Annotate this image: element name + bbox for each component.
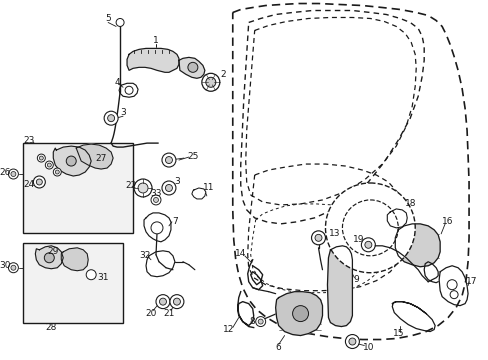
Text: 7: 7 [172, 217, 178, 226]
Text: 31: 31 [97, 273, 109, 282]
Circle shape [8, 263, 19, 273]
Circle shape [342, 200, 397, 256]
Circle shape [153, 197, 158, 202]
Circle shape [8, 169, 19, 179]
Circle shape [159, 298, 166, 305]
Circle shape [156, 294, 170, 309]
Text: 3: 3 [120, 108, 126, 117]
Text: 5: 5 [105, 14, 111, 23]
Text: 3: 3 [174, 177, 180, 186]
Circle shape [165, 184, 172, 192]
Circle shape [151, 222, 163, 234]
Circle shape [138, 183, 148, 193]
Circle shape [37, 154, 45, 162]
Circle shape [104, 111, 118, 125]
Text: 13: 13 [328, 229, 340, 238]
Text: 6: 6 [275, 343, 281, 352]
Text: 19: 19 [352, 235, 364, 244]
Circle shape [205, 77, 215, 87]
Circle shape [173, 298, 180, 305]
Text: 27: 27 [95, 154, 106, 163]
Bar [23, 243, 123, 323]
Circle shape [134, 179, 152, 197]
Circle shape [45, 161, 53, 169]
Circle shape [165, 157, 172, 163]
Circle shape [311, 231, 325, 245]
Circle shape [107, 115, 114, 122]
Text: 22: 22 [125, 181, 137, 190]
Circle shape [446, 280, 456, 290]
Text: 25: 25 [187, 152, 198, 161]
Circle shape [55, 170, 59, 174]
Circle shape [44, 253, 54, 263]
Circle shape [39, 156, 43, 160]
Circle shape [258, 319, 263, 324]
Text: 16: 16 [442, 217, 453, 226]
Circle shape [187, 62, 198, 72]
Text: 21: 21 [163, 309, 174, 318]
Text: 10: 10 [362, 343, 373, 352]
Polygon shape [386, 209, 407, 228]
Circle shape [314, 234, 321, 241]
Text: 33: 33 [150, 189, 162, 198]
Circle shape [345, 334, 359, 348]
Circle shape [162, 153, 176, 167]
Text: 17: 17 [466, 277, 477, 286]
Circle shape [292, 306, 308, 321]
Text: 1: 1 [153, 36, 159, 45]
Text: 28: 28 [45, 323, 57, 332]
Text: 18: 18 [404, 199, 415, 208]
Circle shape [151, 195, 161, 205]
Circle shape [255, 316, 265, 327]
Circle shape [86, 270, 96, 280]
Circle shape [11, 265, 16, 270]
Polygon shape [76, 144, 113, 169]
Circle shape [53, 168, 61, 176]
Polygon shape [394, 224, 439, 267]
Circle shape [116, 18, 124, 26]
Bar [23, 143, 133, 233]
Circle shape [170, 294, 183, 309]
Text: 23: 23 [23, 136, 35, 145]
Text: 29: 29 [47, 247, 59, 256]
Text: 12: 12 [223, 325, 234, 334]
Text: 32: 32 [139, 251, 150, 260]
Circle shape [11, 171, 16, 176]
Circle shape [125, 86, 133, 94]
Circle shape [364, 241, 371, 248]
Circle shape [348, 338, 355, 345]
Text: 30: 30 [0, 261, 11, 270]
Polygon shape [327, 246, 352, 327]
Polygon shape [191, 188, 205, 199]
Circle shape [33, 176, 45, 188]
Circle shape [47, 163, 51, 167]
Circle shape [66, 156, 76, 166]
Circle shape [162, 181, 176, 195]
Text: 9: 9 [353, 275, 359, 284]
Polygon shape [127, 48, 179, 72]
Polygon shape [179, 57, 204, 78]
Polygon shape [61, 248, 88, 271]
Circle shape [202, 73, 219, 91]
Polygon shape [53, 146, 91, 176]
Text: 14: 14 [235, 249, 246, 258]
Circle shape [361, 238, 375, 252]
Circle shape [36, 179, 42, 185]
Polygon shape [275, 292, 322, 336]
Polygon shape [35, 246, 63, 269]
Circle shape [449, 291, 457, 299]
Text: 20: 20 [145, 309, 156, 318]
Text: 8: 8 [249, 317, 255, 326]
Text: 24: 24 [24, 180, 35, 189]
Text: 15: 15 [392, 329, 403, 338]
Text: 4: 4 [114, 78, 120, 87]
Text: 26: 26 [0, 167, 11, 176]
Text: 11: 11 [203, 184, 214, 193]
Circle shape [325, 183, 414, 273]
Text: 2: 2 [220, 70, 225, 79]
